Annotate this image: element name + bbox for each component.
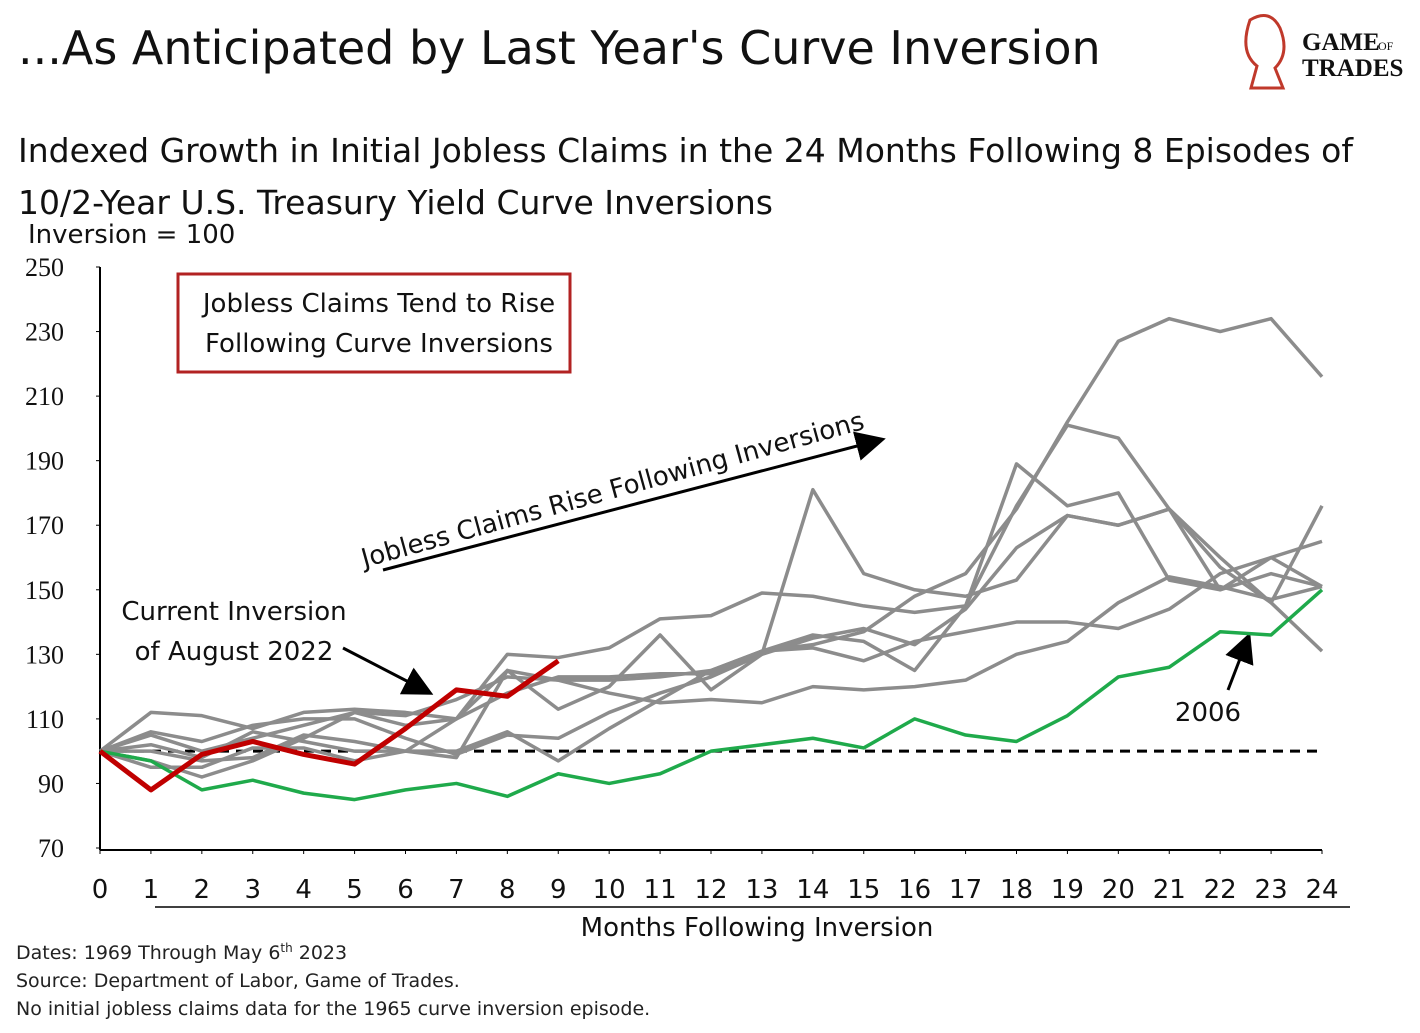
series-line <box>99 575 1323 779</box>
footnote: Dates: 1969 Through May 6 <box>16 942 280 964</box>
x-tick-label: 15 <box>847 875 880 905</box>
arrow <box>1225 632 1254 691</box>
x-tick-label: 21 <box>1153 875 1186 905</box>
subtitle: Indexed Growth in Initial Jobless Claims… <box>18 131 1354 170</box>
y-tick-label: 190 <box>25 447 64 476</box>
y-tick-label: 210 <box>25 382 64 411</box>
x-tick-label: 6 <box>397 875 414 905</box>
logo-text: TRADES <box>1302 55 1403 82</box>
x-tick-label: 22 <box>1204 875 1237 905</box>
arrow <box>382 431 886 572</box>
x-tick-label: 13 <box>745 875 778 905</box>
annotation-box <box>176 272 572 374</box>
x-tick-label: 9 <box>550 875 567 905</box>
logo-text: OF <box>1378 39 1394 53</box>
logo: GAME OF TRADES <box>1244 14 1403 90</box>
x-tick-label: 10 <box>593 875 626 905</box>
annotation: Current Inversion <box>121 597 346 627</box>
footnote: No initial jobless claims data for the 1… <box>16 998 650 1020</box>
y-tick-label: 70 <box>38 834 64 863</box>
x-tick-label: 17 <box>949 875 982 905</box>
arrow <box>342 646 434 695</box>
x-tick-label: 14 <box>796 875 829 905</box>
y-axis-label: Inversion = 100 <box>28 220 235 250</box>
logo-text: GAME <box>1302 29 1380 56</box>
x-tick-label: 24 <box>1305 875 1338 905</box>
x-tick-label: 7 <box>448 875 465 905</box>
x-tick-label: 8 <box>499 875 516 905</box>
annotation: Jobless Claims Rise Following Inversions <box>356 406 867 575</box>
y-tick-label: 110 <box>26 705 64 734</box>
series-line <box>100 539 1323 763</box>
x-tick-label: 16 <box>898 875 931 905</box>
annotation: 2006 <box>1175 698 1241 728</box>
footnote: th <box>280 941 292 955</box>
series-line <box>99 507 1323 757</box>
annotation: of August 2022 <box>135 637 334 667</box>
y-tick-label: 150 <box>25 576 64 605</box>
x-tick-label: 19 <box>1051 875 1084 905</box>
x-tick-label: 4 <box>295 875 312 905</box>
y-tick-label: 130 <box>25 640 64 669</box>
x-tick-label: 11 <box>644 875 677 905</box>
footnote: Source: Department of Labor, Game of Tra… <box>16 970 460 992</box>
y-tick-label: 170 <box>25 511 64 540</box>
footnote: Dates: 1969 Through May 6th 2023 <box>16 941 347 964</box>
series-line <box>98 658 560 793</box>
annotation: Jobless Claims Tend to Rise <box>201 289 555 319</box>
x-tick-label: 20 <box>1102 875 1135 905</box>
x-tick-label: 18 <box>1000 875 1033 905</box>
subtitle: 10/2-Year U.S. Treasury Yield Curve Inve… <box>18 183 773 222</box>
x-tick-label: 2 <box>194 875 211 905</box>
chart-title: ...As Anticipated by Last Year's Curve I… <box>18 21 1101 75</box>
y-tick-label: 90 <box>38 769 64 798</box>
x-tick-label: 1 <box>143 875 160 905</box>
y-tick-label: 250 <box>25 253 64 282</box>
footnote: 2023 <box>293 942 347 964</box>
series-line <box>99 316 1324 753</box>
x-axis-label: Months Following Inversion <box>581 913 934 943</box>
x-tick-label: 5 <box>346 875 363 905</box>
series-line <box>98 423 1324 753</box>
x-tick-label: 23 <box>1255 875 1288 905</box>
series-line <box>99 462 1323 770</box>
y-tick-label: 230 <box>25 318 64 347</box>
x-tick-label: 12 <box>694 875 727 905</box>
series-line <box>99 588 1324 802</box>
x-tick-label: 3 <box>244 875 261 905</box>
x-tick-label: 0 <box>92 875 109 905</box>
annotation: Following Curve Inversions <box>205 329 553 359</box>
